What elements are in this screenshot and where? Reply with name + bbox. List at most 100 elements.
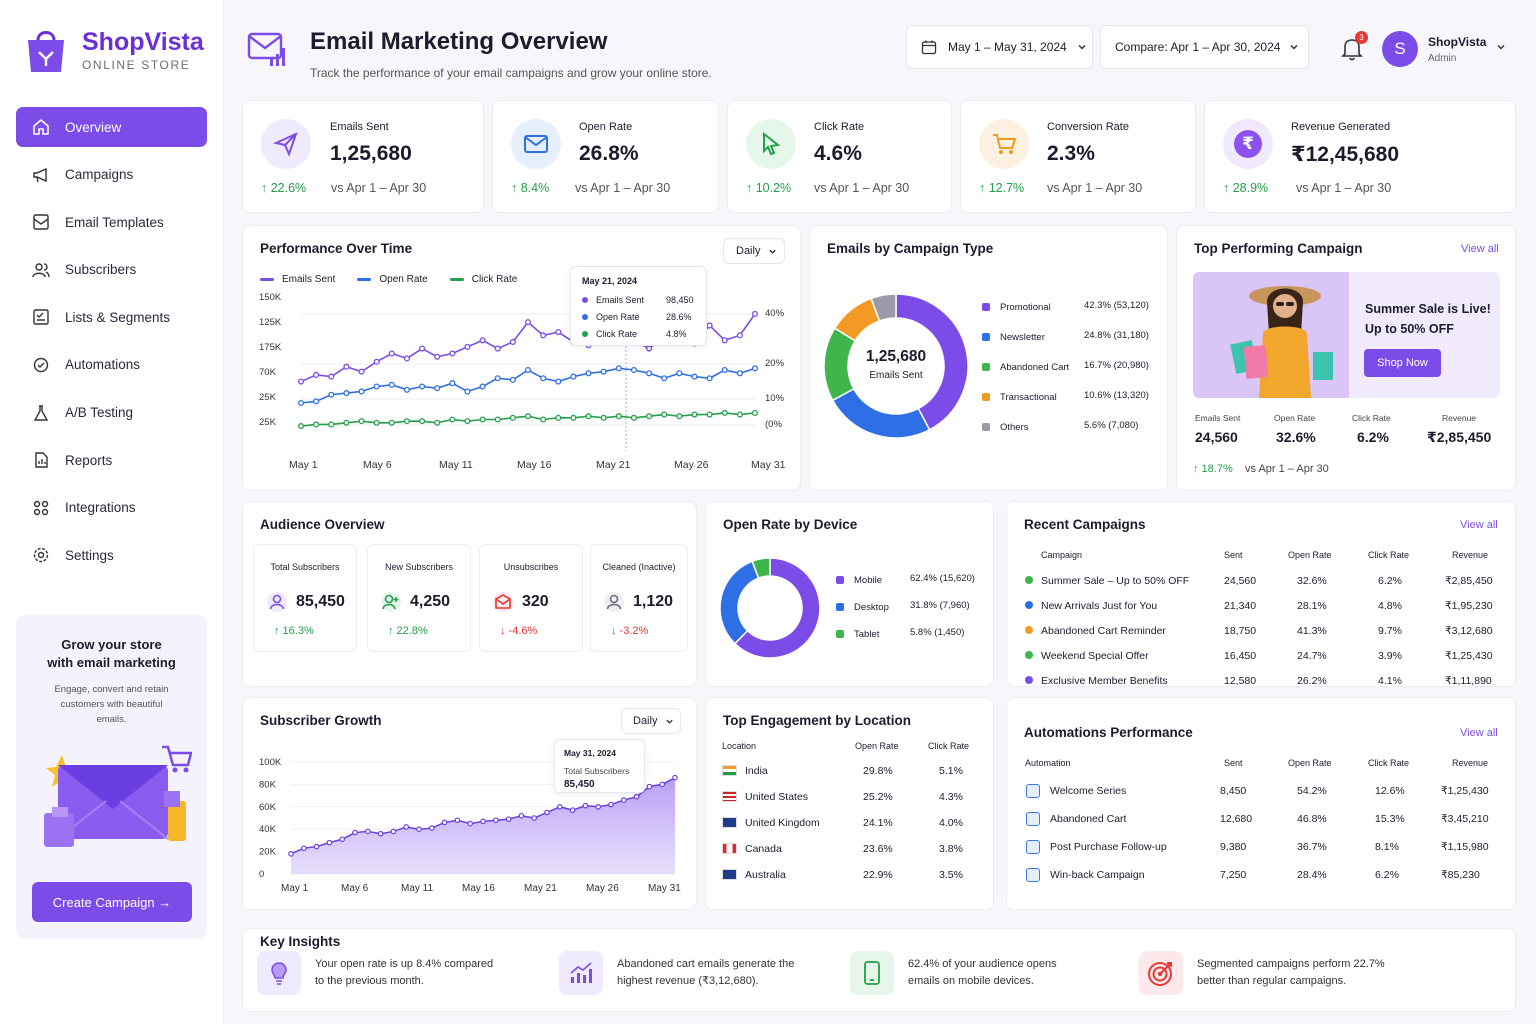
insight-text: highest revenue (₹3,12,680).: [617, 975, 759, 987]
donut-center-label: Emails Sent: [869, 370, 923, 381]
view-all-link[interactable]: View all: [1460, 519, 1498, 531]
promo-title: Grow your store with email marketing: [16, 636, 207, 672]
automation-name[interactable]: Post Purchase Follow-up: [1050, 841, 1167, 853]
bell-icon[interactable]: [1340, 36, 1364, 62]
insight-text: Your open rate is up 8.4% compared: [315, 958, 494, 970]
sidebar-item-settings[interactable]: Settings: [16, 535, 207, 575]
campaign-name[interactable]: Abandoned Cart Reminder: [1041, 625, 1166, 637]
view-all-link[interactable]: View all: [1460, 727, 1498, 739]
x-axis-tick-label: May 16: [517, 459, 552, 471]
period-select[interactable]: Daily: [621, 708, 681, 734]
growth-chart-icon: [559, 951, 603, 995]
cell-click-rate: 3.9%: [1378, 650, 1402, 662]
compare-range-picker[interactable]: Compare: Apr 1 – Apr 30, 2024: [1100, 25, 1309, 69]
table-header: Click Rate: [1368, 550, 1410, 560]
campaign-banner[interactable]: Summer Sale is Live! Up to 50% OFF Shop …: [1193, 272, 1500, 398]
sidebar-item-subscribers[interactable]: Subscribers: [16, 250, 207, 290]
avatar[interactable]: S: [1382, 31, 1418, 67]
tooltip-value: 4.8%: [666, 329, 687, 339]
table-header: Automation: [1025, 758, 1071, 768]
kpi-value: 4.6%: [814, 142, 862, 165]
cell-click-rate: 6.2%: [1375, 869, 1399, 881]
envelope-icon: [511, 119, 561, 169]
campaign-name[interactable]: Weekend Special Offer: [1041, 650, 1149, 662]
sidebar-item-lists-segments[interactable]: Lists & Segments: [16, 297, 207, 337]
data-point: [494, 345, 501, 352]
legend-value: 5.6% (7,080): [1084, 420, 1139, 431]
campaign-name[interactable]: New Arrivals Just for You: [1041, 600, 1158, 612]
sidebar-item-automations[interactable]: Automations: [16, 345, 207, 385]
device-donut-chart: [720, 557, 820, 659]
sidebar-item-email-templates[interactable]: Email Templates: [16, 202, 207, 242]
kpi-value: 1,25,680: [330, 142, 412, 165]
automation-name[interactable]: Welcome Series: [1050, 785, 1127, 797]
kpi-value: ₹12,45,680: [1291, 143, 1400, 166]
automation-name[interactable]: Win-back Campaign: [1050, 869, 1145, 881]
data-point: [540, 416, 547, 423]
area-fill: [291, 777, 675, 874]
sidebar-item-label: A/B Testing: [65, 405, 134, 421]
data-point: [388, 419, 395, 426]
create-campaign-button[interactable]: Create Campaign →: [32, 882, 192, 922]
campaign-name[interactable]: Exclusive Member Benefits: [1041, 675, 1168, 687]
kpi-delta: ↑ 10.2%: [746, 181, 792, 195]
location-name: United Kingdom: [745, 817, 820, 829]
data-point: [620, 797, 627, 803]
data-point: [403, 386, 410, 393]
data-point: [509, 376, 516, 383]
legend-value: 42.3% (53,120): [1084, 300, 1149, 311]
insight-item: 62.4% of your audience opens emails on mo…: [850, 951, 1057, 995]
chevron-down-icon[interactable]: [1496, 42, 1506, 52]
chevron-down-icon: [666, 719, 674, 724]
data-point: [328, 421, 335, 428]
sidebar-nav: Overview Campaigns Email Templates Subsc…: [16, 107, 207, 583]
legend-label: Promotional: [1000, 301, 1051, 313]
period-value: Daily: [633, 715, 658, 727]
sidebar-item-campaigns[interactable]: Campaigns: [16, 155, 207, 195]
sidebar-item-reports[interactable]: Reports: [16, 440, 207, 480]
tooltip-date: May 21, 2024: [582, 276, 638, 286]
performance-line-chart: 150K 125K 175K 70K 25K 25K 40% 20% 10% (0% May 1 Ma…: [259, 292, 786, 471]
stat-value: 6.2%: [1357, 429, 1389, 445]
kpi-card-revenue: ₹ Revenue Generated ₹12,45,680 ↑ 28.9% v…: [1204, 100, 1516, 213]
sidebar-item-overview[interactable]: Overview: [16, 107, 207, 147]
shop-now-button[interactable]: Shop Now: [1364, 349, 1441, 377]
legend-label: Newsletter: [1000, 331, 1045, 343]
audience-stat-delta: ↑ 16.3%: [274, 625, 314, 637]
kpi-label: Emails Sent: [330, 121, 389, 133]
data-point: [479, 416, 486, 423]
campaign-name[interactable]: Summer Sale – Up to 50% OFF: [1041, 575, 1190, 587]
date-range-picker[interactable]: May 1 – May 31, 2024: [906, 25, 1093, 69]
data-point: [434, 385, 441, 392]
y-axis-tick-label: 40K: [259, 824, 277, 835]
users-icon: [32, 261, 50, 279]
data-point: [390, 828, 397, 835]
cell-click-rate: 4.3%: [939, 791, 963, 803]
sidebar-item-label: Automations: [65, 357, 141, 373]
sidebar-item-ab-testing[interactable]: A/B Testing: [16, 393, 207, 433]
y-axis-right-tick-label: 40%: [765, 308, 785, 319]
view-all-link[interactable]: View all: [1461, 243, 1499, 255]
date-range-value: May 1 – May 31, 2024: [948, 40, 1067, 54]
brand-logo[interactable]: ShopVista ONLINE STORE: [24, 26, 204, 74]
sidebar-item-integrations[interactable]: Integrations: [16, 488, 207, 528]
promo-desc-line: emails.: [96, 714, 127, 725]
status-dot: [1025, 626, 1033, 634]
y-axis-tick-label: 70K: [259, 367, 277, 378]
cell-open-rate: 28.1%: [1297, 600, 1327, 612]
sidebar-item-label: Overview: [65, 119, 122, 135]
data-point: [449, 350, 456, 357]
period-select[interactable]: Daily: [723, 238, 785, 264]
data-point: [328, 391, 335, 398]
kpi-comparison: vs Apr 1 – Apr 30: [331, 181, 427, 195]
status-dot: [1025, 651, 1033, 659]
rupee-icon: ₹: [1223, 119, 1273, 169]
card-title: Top Performing Campaign: [1194, 241, 1363, 256]
automation-name[interactable]: Abandoned Cart: [1050, 813, 1127, 825]
legend-item: Emails Sent: [260, 274, 335, 285]
legend-value: 24.8% (31,180): [1084, 330, 1149, 341]
key-insights-card: Key Insights Your open rate is up 8.4% c…: [242, 928, 1516, 1012]
cell-open-rate: 26.2%: [1297, 675, 1327, 687]
period-value: Daily: [736, 245, 761, 257]
table-header: Revenue: [1452, 550, 1489, 560]
